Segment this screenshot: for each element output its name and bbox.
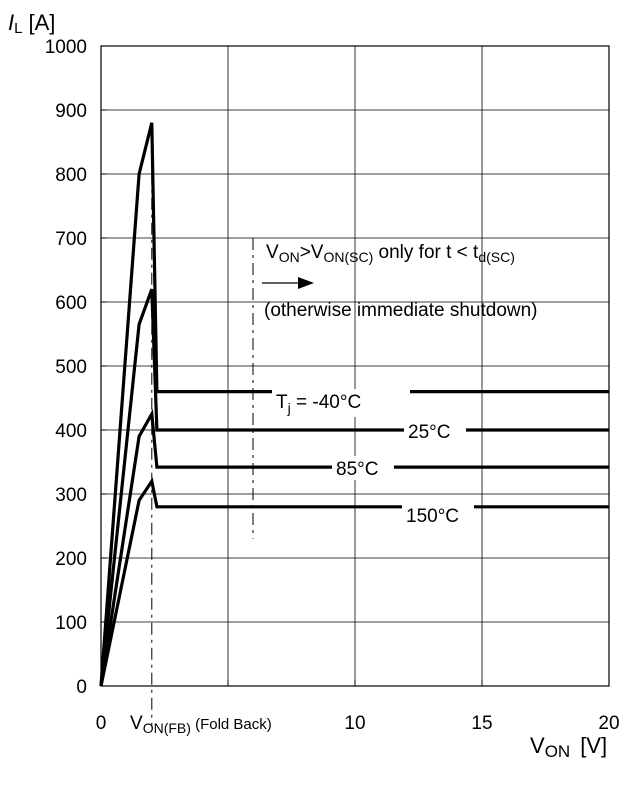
y-tick-label: 300 (55, 485, 87, 506)
x-tick-label: 20 (598, 713, 619, 734)
y-tick-label: 200 (55, 549, 87, 570)
y-tick-label: 500 (55, 357, 87, 378)
series-label-25: 25°C (408, 422, 450, 443)
annotation-dashes (152, 123, 253, 726)
otherwise-annotation: (otherwise immediate shutdown) (264, 300, 538, 321)
x-axis-label: VON [V] (530, 733, 607, 761)
x-tick-label: 10 (344, 713, 365, 734)
y-tick-label: 1000 (45, 37, 87, 58)
x-tick-label: 0 (96, 713, 107, 734)
y-tick-label: 700 (55, 229, 87, 250)
y-tick-label: 900 (55, 101, 87, 122)
arrow-icon (262, 277, 314, 289)
y-tick-labels: 0 100 200 300 400 500 600 700 800 900 1000 (45, 37, 107, 698)
series-label-85: 85°C (336, 459, 378, 480)
y-tick-label: 800 (55, 165, 87, 186)
condition-annotation: VON>VON(SC) only for t < td(SC) (266, 242, 515, 265)
y-tick-label: 100 (55, 613, 87, 634)
y-axis-label: IL [A] (8, 10, 55, 37)
y-tick-label: 0 (76, 677, 87, 698)
x-tick-label: 15 (471, 713, 492, 734)
grid (101, 46, 609, 686)
y-tick-label: 600 (55, 293, 87, 314)
foldback-annotation: VON(FB) (Fold Back) (130, 713, 272, 736)
series-label-150: 150°C (406, 506, 459, 527)
y-tick-label: 400 (55, 421, 87, 442)
